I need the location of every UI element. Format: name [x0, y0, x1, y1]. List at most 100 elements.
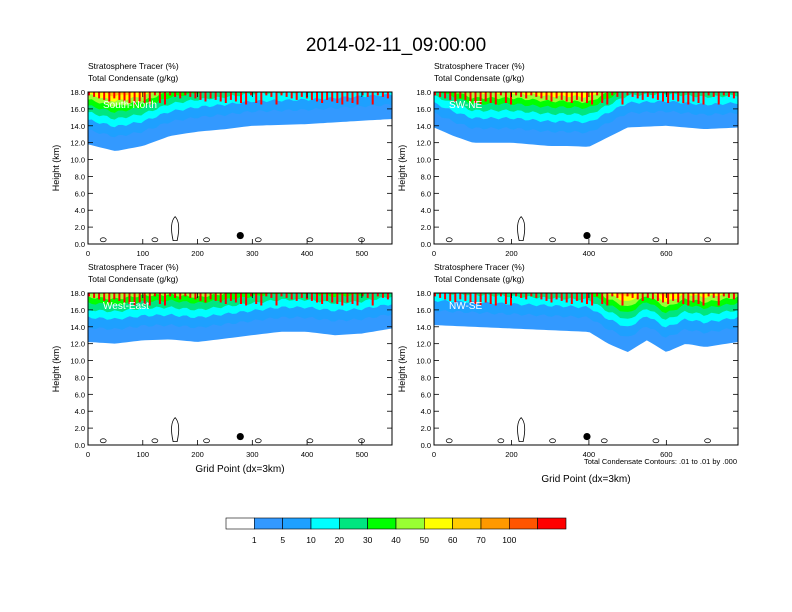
tracer-streak [469, 293, 472, 303]
tracer-streak [560, 92, 563, 100]
x-tick-label: 400 [301, 249, 314, 258]
x-tick-label: 200 [505, 249, 518, 258]
tracer-streak [174, 92, 177, 97]
tracer-streak [260, 92, 263, 105]
tracer-streak [376, 92, 379, 96]
tracer-streak [123, 92, 126, 102]
tracer-streak [687, 293, 690, 306]
y-tick-label: 12.0 [70, 340, 85, 349]
y-tick-label: 6.0 [75, 390, 85, 399]
tracer-streak [520, 92, 523, 97]
tracer-streak [464, 293, 467, 301]
y-tick-label: 8.0 [421, 373, 431, 382]
tracer-streak [651, 293, 654, 300]
tracer-streak [449, 92, 452, 100]
tracer-streak [148, 92, 151, 105]
tracer-streak [285, 293, 288, 298]
tracer-streak [331, 92, 334, 102]
colorbar-swatch [367, 517, 397, 530]
tracer-streak [434, 92, 436, 96]
tracer-streak [636, 293, 639, 300]
condensate-contour [99, 438, 107, 444]
tracer-streak [444, 92, 447, 99]
tracer-streak [565, 293, 568, 303]
tracer-streak [484, 92, 487, 102]
tracer-streak [540, 92, 543, 99]
colorbar-swatch [423, 517, 453, 530]
tracer-streak [667, 92, 670, 103]
colorbar: 1 5 10 20 30 40 50 60 70 100 [225, 517, 567, 545]
tracer-streak [722, 92, 725, 96]
tracer-streak [641, 293, 644, 301]
y-tick-label: 2.0 [75, 424, 85, 433]
tracer-streak [336, 92, 339, 103]
tracer-streak [194, 92, 197, 99]
tracer-streak [204, 92, 207, 102]
tracer-streak [164, 92, 166, 105]
tracer-streak [662, 293, 664, 303]
tracer-streak [118, 293, 121, 301]
y-tick-label: 10.0 [70, 156, 85, 165]
y-tick-label: 14.0 [70, 323, 85, 332]
tracer-streak [677, 92, 680, 102]
tracer-streak [601, 92, 604, 103]
tracer-streak [214, 293, 217, 301]
x-tick-label: 300 [246, 450, 259, 459]
tracer-streak [250, 92, 253, 96]
y-tick-label: 16.0 [416, 306, 431, 315]
y-tick-label: 8.0 [421, 172, 431, 181]
tracer-streak [351, 92, 354, 103]
condensate-contour [171, 417, 180, 443]
condensate-contour [99, 237, 107, 243]
panel-section-label: NW-SE [449, 301, 482, 312]
tracer-streak [550, 293, 553, 303]
tracer-streak [727, 92, 730, 97]
x-tick-label: 0 [86, 249, 90, 258]
x-tick-label: 400 [583, 450, 596, 459]
x-tick-label: 500 [356, 450, 369, 459]
tracer-streak [591, 293, 594, 306]
tracer-streak [133, 92, 136, 105]
tracer-streak [732, 92, 735, 99]
tracer-streak [580, 293, 583, 303]
tracer-streak [381, 293, 384, 298]
panel-section-label: SW-NE [449, 100, 482, 111]
colorbar-label: 1 [252, 535, 257, 545]
colorbar-swatch [310, 517, 340, 530]
tracer-streak [697, 92, 700, 103]
colorbar-label: 40 [391, 535, 401, 545]
tracer-streak [214, 92, 217, 100]
tracer-streak [667, 293, 670, 304]
tracer-streak [474, 92, 477, 103]
tracer-streak [386, 293, 389, 300]
tracer-streak [321, 293, 324, 304]
tracer-streak [351, 293, 354, 304]
tracer-streak [677, 293, 680, 303]
y-tick-label: 0.0 [421, 240, 431, 249]
tracer-streak [525, 92, 528, 99]
tracer-streak [290, 92, 293, 99]
tracer-streak [245, 92, 248, 105]
y-tick-label: 10.0 [416, 156, 431, 165]
x-tick-label: 400 [301, 450, 314, 459]
tracer-streak [530, 293, 533, 297]
tracer-streak [464, 92, 467, 100]
tracer-streak [189, 92, 192, 97]
condensate-contour [704, 438, 711, 444]
tracer-streak [515, 92, 518, 96]
y-tick-label: 18.0 [416, 88, 431, 97]
tracer-streak [459, 293, 462, 300]
y-tick-label: 10.0 [416, 357, 431, 366]
tracer-streak [641, 92, 644, 100]
tracer-streak [596, 293, 599, 297]
colorbar-label: 5 [280, 535, 285, 545]
location-marker [236, 231, 244, 240]
tracer-streak [570, 92, 573, 103]
panel-title-condensate: Total Condensate (g/kg) [88, 274, 178, 284]
tracer-streak [366, 293, 369, 298]
condensate-contour [445, 438, 453, 444]
plot-area [88, 92, 392, 243]
tracer-streak [646, 92, 649, 97]
tracer-streak [611, 92, 614, 96]
tracer-streak [454, 293, 457, 303]
